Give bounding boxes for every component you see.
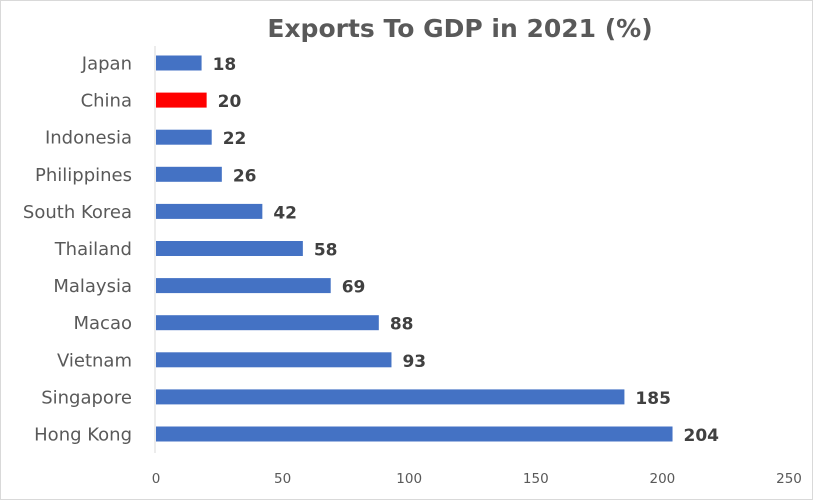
category-label: Japan bbox=[81, 54, 132, 75]
data-label: 58 bbox=[314, 241, 338, 261]
bar-indonesia bbox=[156, 129, 212, 145]
data-label: 204 bbox=[684, 426, 720, 446]
x-tick-label: 0 bbox=[152, 471, 161, 487]
category-label: Hong Kong bbox=[34, 425, 132, 446]
bar-thailand bbox=[156, 241, 303, 256]
data-label: 185 bbox=[635, 389, 671, 409]
bar-south-korea bbox=[156, 203, 263, 219]
x-tick-label: 150 bbox=[523, 471, 549, 487]
data-label: 93 bbox=[402, 352, 426, 372]
data-label: 26 bbox=[233, 166, 257, 186]
data-label: 22 bbox=[223, 129, 247, 149]
bar-vietnam bbox=[156, 352, 392, 368]
x-tick-labels: 0 50 100 150 200 250 bbox=[152, 471, 802, 487]
category-label: China bbox=[81, 91, 132, 112]
data-label: 88 bbox=[390, 315, 414, 335]
data-label: 42 bbox=[273, 203, 297, 223]
data-label: 69 bbox=[342, 278, 366, 298]
data-label: 18 bbox=[213, 55, 237, 75]
bar-macao bbox=[156, 315, 379, 331]
x-tick-label: 200 bbox=[650, 471, 676, 487]
bar-hong-kong bbox=[156, 426, 673, 442]
category-label: Macao bbox=[74, 313, 133, 334]
category-label: South Korea bbox=[23, 202, 132, 223]
data-label: 20 bbox=[218, 92, 242, 112]
category-label: Indonesia bbox=[45, 128, 132, 149]
bar-malaysia bbox=[156, 278, 331, 294]
x-tick-label: 250 bbox=[776, 471, 802, 487]
category-label: Malaysia bbox=[53, 276, 132, 297]
category-label: Thailand bbox=[54, 239, 132, 260]
bar-japan bbox=[156, 55, 202, 71]
bar-philippines bbox=[156, 166, 222, 182]
x-tick-label: 50 bbox=[274, 471, 291, 487]
bars-group bbox=[156, 55, 673, 442]
category-label: Vietnam bbox=[57, 350, 132, 371]
category-label: Philippines bbox=[35, 165, 132, 186]
chart-title: Exports To GDP in 2021 (%) bbox=[267, 14, 652, 43]
category-labels: Japan China Indonesia Philippines South Kore… bbox=[23, 54, 132, 446]
x-tick-label: 100 bbox=[396, 471, 422, 487]
bar-singapore bbox=[156, 389, 625, 405]
bar-china bbox=[156, 92, 207, 108]
category-label: Singapore bbox=[41, 387, 132, 408]
